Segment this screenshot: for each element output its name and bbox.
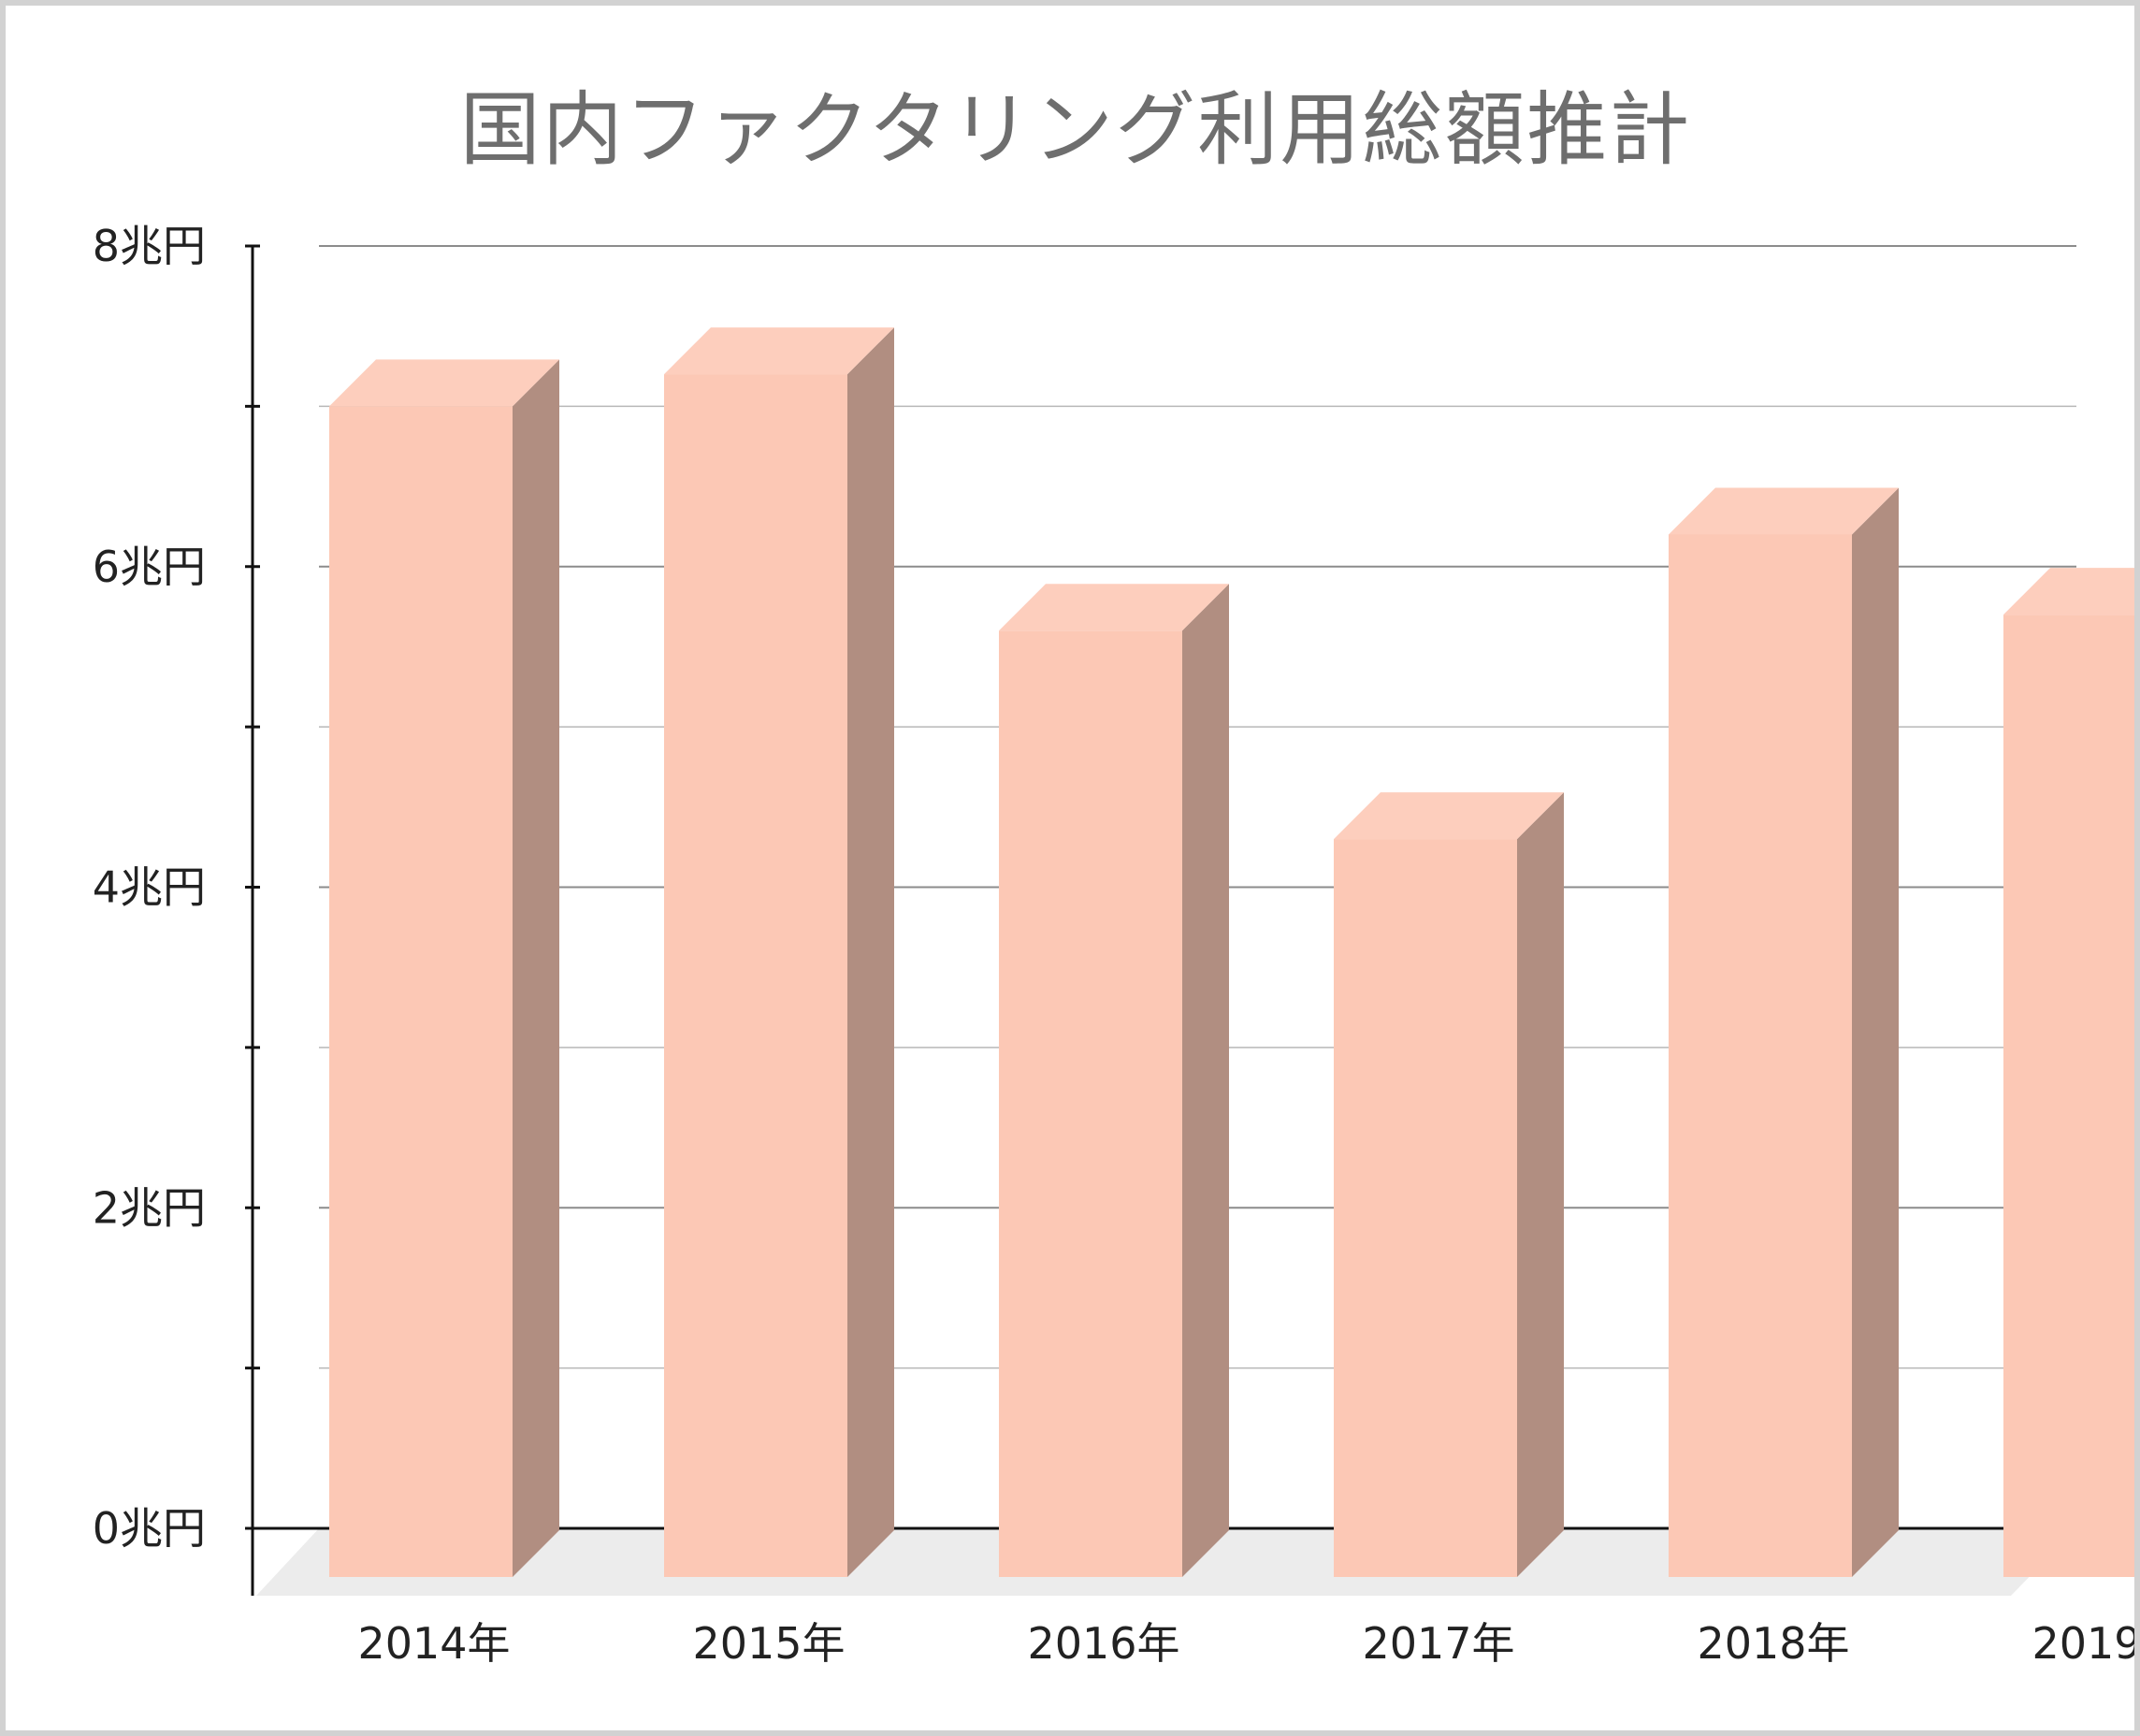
bar-top	[1669, 487, 1899, 535]
x-tick-label: 2016年	[1027, 1618, 1179, 1669]
bar-side	[513, 359, 559, 1577]
bar-front	[1669, 534, 1852, 1577]
bar	[999, 584, 1229, 1577]
bar-chart: 0兆円 2兆円 4兆円 6兆円 8兆円 2014年 2015年 2016年 2017年 2018年…	[93, 221, 2134, 1669]
bar-side	[1852, 487, 1899, 1577]
y-tick-label: 6兆円	[93, 542, 206, 592]
x-tick-label: 2019年	[2032, 1618, 2134, 1669]
bar	[664, 327, 894, 1578]
bar	[1334, 792, 1564, 1577]
y-tick-label: 4兆円	[93, 862, 206, 913]
y-tick-label: 2兆円	[93, 1182, 206, 1233]
x-tick-label: 2015年	[692, 1618, 845, 1669]
bar-top	[2003, 568, 2134, 615]
bar	[329, 359, 559, 1577]
bar-top	[1334, 792, 1564, 840]
bar-front	[2003, 615, 2134, 1577]
bar	[1669, 487, 1899, 1577]
x-tick-label: 2018年	[1697, 1618, 1849, 1669]
y-tick-label: 8兆円	[93, 221, 206, 271]
bar	[2003, 568, 2134, 1577]
bar-front	[999, 630, 1182, 1577]
bar-front	[1334, 839, 1517, 1577]
bar-front	[664, 374, 847, 1578]
bar-front	[329, 406, 513, 1577]
bar-top	[664, 327, 894, 375]
bar-side	[1182, 584, 1229, 1577]
x-tick-label: 2014年	[357, 1618, 510, 1669]
chart-title: 国内ファクタリング利用総額推計	[459, 83, 1692, 177]
bar-top	[329, 359, 559, 407]
bar-side	[1517, 792, 1564, 1577]
x-tick-label: 2017年	[1362, 1618, 1514, 1669]
bar-top	[999, 584, 1229, 631]
bar-side	[847, 327, 894, 1578]
y-tick-label: 0兆円	[93, 1503, 206, 1554]
